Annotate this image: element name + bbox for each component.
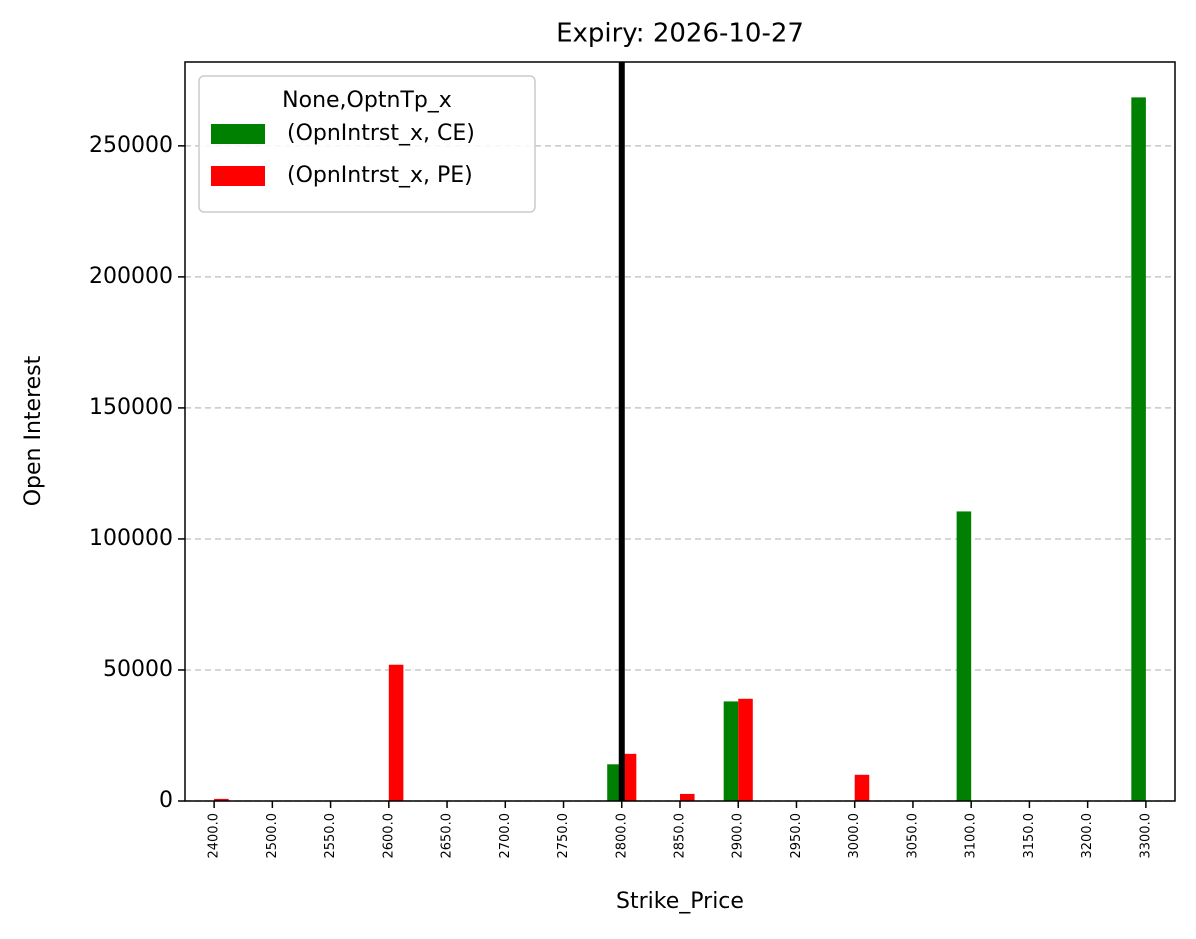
legend-swatch <box>211 124 265 144</box>
x-tick-label: 3100.0 <box>964 813 979 859</box>
plot-frame <box>184 61 1176 802</box>
x-tick-label: 2950.0 <box>789 813 804 859</box>
x-tick-label: 2800.0 <box>614 813 629 859</box>
y-tick-label: 50000 <box>103 657 173 682</box>
x-tick-label: 2500.0 <box>265 813 280 859</box>
x-tick-label: 2700.0 <box>498 813 513 859</box>
legend-title: None,OptnTp_x <box>282 88 452 113</box>
x-tick-label: 3150.0 <box>1022 813 1037 859</box>
y-tick-label: 0 <box>159 788 173 813</box>
x-tick-label: 2850.0 <box>673 813 688 859</box>
y-tick-label: 250000 <box>89 133 173 158</box>
x-tick-label: 2900.0 <box>731 813 746 859</box>
chart-title: Expiry: 2026-10-27 <box>556 19 804 49</box>
y-tick-label: 100000 <box>89 526 173 551</box>
legend-label: (OpnIntrst_x, CE) <box>287 121 475 146</box>
x-tick-label: 2400.0 <box>207 813 222 859</box>
bar <box>607 764 622 801</box>
bar <box>738 698 753 801</box>
bar <box>956 511 972 801</box>
x-tick-label: 2550.0 <box>323 813 338 859</box>
x-tick-label: 3000.0 <box>847 813 862 859</box>
bar <box>680 793 695 801</box>
y-tick-label: 200000 <box>89 264 173 289</box>
bar <box>723 701 739 801</box>
bar <box>621 753 637 801</box>
x-tick-label: 2750.0 <box>556 813 571 859</box>
x-tick-label: 3200.0 <box>1080 813 1095 859</box>
bar <box>854 774 870 801</box>
bar <box>214 798 229 801</box>
legend-swatch <box>211 166 265 186</box>
x-tick-label: 3300.0 <box>1138 813 1153 859</box>
legend-box <box>198 75 536 213</box>
y-tick-label: 150000 <box>89 395 173 420</box>
x-tick-label: 2650.0 <box>440 813 455 859</box>
x-axis-label: Strike_Price <box>616 889 744 914</box>
x-tick-label: 2600.0 <box>381 813 396 859</box>
legend-label: (OpnIntrst_x, PE) <box>287 163 473 188</box>
y-axis-label: Open Interest <box>21 355 46 506</box>
x-tick-label: 3050.0 <box>905 813 920 859</box>
bar <box>388 664 404 801</box>
bar <box>1131 97 1146 801</box>
